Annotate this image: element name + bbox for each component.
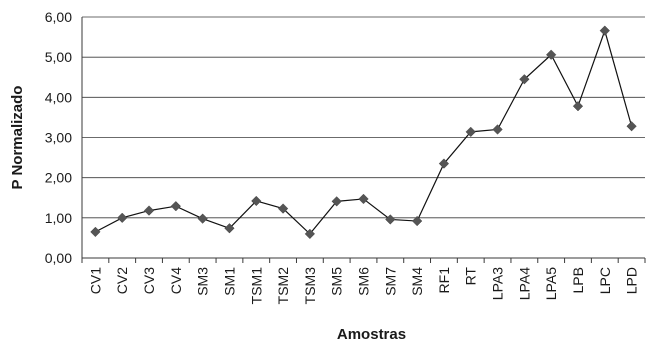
data-point-tsm1 <box>251 195 262 207</box>
x-tick-label: LPA4 <box>516 267 532 300</box>
x-tick-label: LPA5 <box>543 267 559 300</box>
x-tick-label: RF1 <box>436 267 452 294</box>
data-point-lpa5 <box>546 49 557 60</box>
x-tick-label: SM4 <box>409 267 425 296</box>
x-tick-label: TSM1 <box>248 267 264 305</box>
data-point-rt <box>465 126 476 138</box>
x-tick-label: LPB <box>570 267 586 293</box>
y-tick-label: 2,00 <box>45 170 72 186</box>
y-tick-label: 6,00 <box>45 9 72 25</box>
x-tick-label: SM5 <box>329 267 345 296</box>
x-tick-label: LPC <box>597 267 613 294</box>
y-tick-labels: 0,00 1,00 2,00 3,00 4,00 5,00 6,00 <box>45 9 72 266</box>
x-tick-label: RT <box>463 267 479 286</box>
data-point-lpa4 <box>519 74 530 85</box>
x-tick-label: SM1 <box>221 267 237 296</box>
data-point-tsm2 <box>277 203 289 214</box>
x-tick-label: SM3 <box>195 267 211 296</box>
y-tick-label: 0,00 <box>45 250 72 266</box>
y-tick-label: 4,00 <box>45 89 72 105</box>
data-point-lpd <box>626 121 637 132</box>
x-tick-label: CV1 <box>87 267 103 294</box>
x-axis-title: Amostras <box>337 326 406 343</box>
data-point-cv3 <box>143 205 155 216</box>
x-tick-label: CV2 <box>114 267 130 294</box>
data-point-sm4 <box>411 215 423 227</box>
x-tick-label: LPA3 <box>490 267 506 300</box>
x-tick-label: TSM2 <box>275 267 291 305</box>
y-tick-label: 5,00 <box>45 49 72 65</box>
y-axis-title: P Normalizado <box>9 86 26 190</box>
data-point-rf1 <box>438 158 450 169</box>
x-tick-labels: CV1 CV2 CV3 CV4 SM3 SM1 TSM1 TSM2 TSM3 SM5 SM6 SM7 S… <box>81 258 646 305</box>
y-tick-label: 3,00 <box>45 130 72 146</box>
x-tick-label: CV3 <box>141 267 157 294</box>
data-point-cv4 <box>170 201 181 212</box>
data-point-sm6 <box>358 193 369 205</box>
x-tick-label: TSM3 <box>302 267 318 305</box>
data-point-sm3 <box>197 213 208 224</box>
gridlines <box>82 16 645 219</box>
data-markers <box>90 25 637 240</box>
x-tick-label: CV4 <box>168 267 184 294</box>
data-point-sm5 <box>331 196 342 207</box>
data-point-lpc <box>599 25 610 36</box>
data-point-lpb <box>572 101 584 112</box>
axes <box>81 17 645 259</box>
x-tick-label: SM6 <box>356 267 372 296</box>
x-tick-label: SM7 <box>382 267 398 296</box>
x-tick-label: LPD <box>624 267 640 294</box>
data-point-cv2 <box>117 212 128 223</box>
y-tick-label: 1,00 <box>45 210 72 226</box>
data-point-lpa3 <box>492 124 503 135</box>
data-point-sm7 <box>385 214 396 225</box>
data-point-sm1 <box>224 223 235 234</box>
data-point-cv1 <box>90 226 101 238</box>
data-point-tsm3 <box>304 228 316 240</box>
